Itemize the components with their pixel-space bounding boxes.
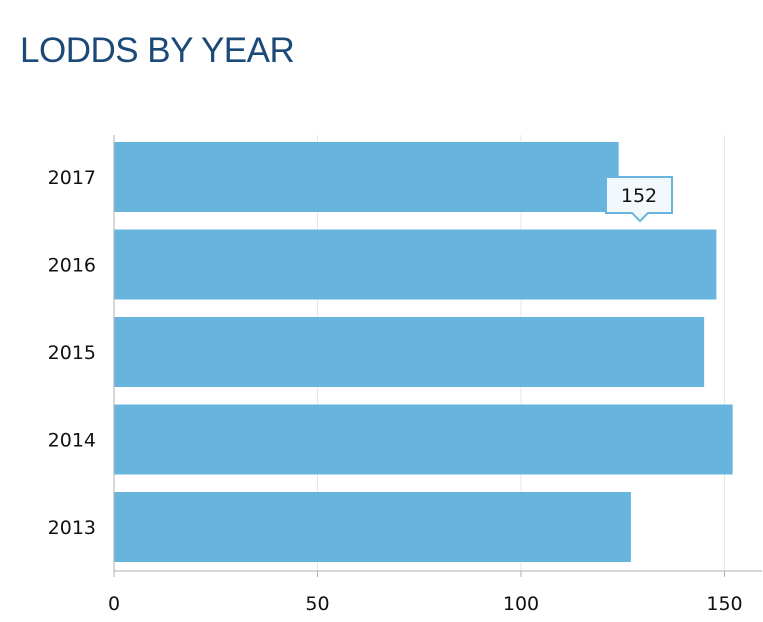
bars (114, 142, 733, 562)
labels: 0 50 100 150 2017 2016 2015 2014 2013 (48, 167, 743, 615)
x-tick-label: 100 (503, 593, 539, 615)
tooltip-value: 152 (621, 185, 657, 207)
bar-2015 (114, 317, 705, 387)
bar-2017 (114, 142, 619, 212)
x-tick-label: 0 (108, 593, 120, 615)
category-label-2014: 2014 (48, 430, 96, 452)
x-tick-label: 50 (305, 593, 329, 615)
category-label-2013: 2013 (48, 517, 96, 539)
category-label-2017: 2017 (48, 167, 96, 189)
bar-2014 (114, 404, 733, 475)
tooltip: 152 (605, 176, 673, 223)
tooltip-box (605, 176, 673, 223)
x-tick-label: 150 (706, 593, 742, 615)
category-label-2015: 2015 (48, 342, 96, 364)
chart-title: LODDS BY YEAR (20, 31, 295, 70)
axes (113, 135, 762, 577)
bar-2013 (114, 492, 631, 562)
bar-2016 (114, 229, 717, 300)
category-label-2016: 2016 (48, 255, 96, 277)
